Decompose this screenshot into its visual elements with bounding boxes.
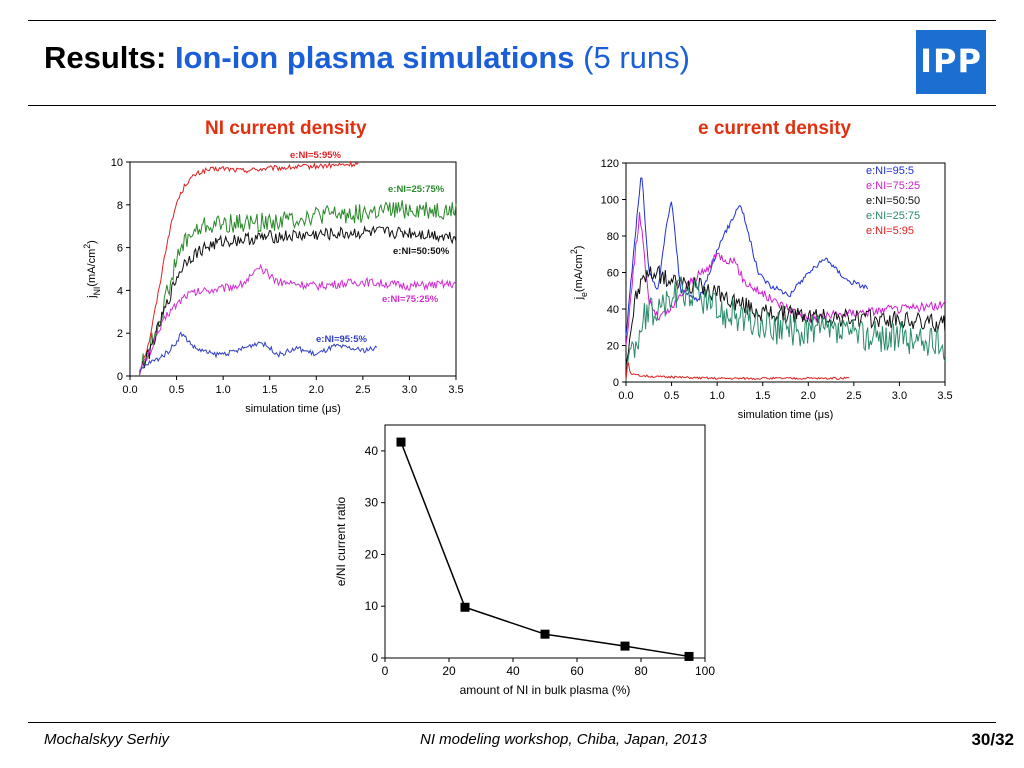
x-tick-label: 1.5 xyxy=(755,390,770,402)
series-line xyxy=(138,160,359,373)
y-tick-label: 60 xyxy=(607,268,619,280)
legend-label: e:NI=75:25 xyxy=(866,180,920,192)
y-tick-label: 30 xyxy=(365,496,379,510)
y-tick-label: 20 xyxy=(365,547,379,561)
x-tick-label: 80 xyxy=(634,664,648,678)
x-tick-label: 1.0 xyxy=(709,390,724,402)
title-main: Ion-ion plasma simulations xyxy=(174,40,575,75)
x-tick-label: 2.5 xyxy=(355,384,370,396)
top-rule xyxy=(28,20,996,21)
y-tick-label: 10 xyxy=(365,599,379,613)
plot-frame xyxy=(625,162,946,383)
footer-rule xyxy=(28,722,996,723)
footer-event: NI modeling workshop, Chiba, Japan, 2013 xyxy=(420,731,707,748)
x-tick-label: 3.0 xyxy=(402,384,417,396)
data-point xyxy=(540,629,550,639)
ipp-logo: IPP xyxy=(916,30,986,94)
slide-title: Results: Ion-ion plasma simulations (5 r… xyxy=(44,38,690,78)
legend-label: e:NI=25:75% xyxy=(388,184,445,195)
x-tick-label: 2.0 xyxy=(801,390,816,402)
y-tick-label: 2 xyxy=(117,328,123,340)
series-line xyxy=(625,264,946,366)
x-tick-label: 20 xyxy=(442,664,456,678)
y-tick-label: 4 xyxy=(117,285,123,297)
series-line xyxy=(625,276,946,382)
x-tick-label: 0 xyxy=(382,664,389,678)
x-tick-label: 2.0 xyxy=(309,384,324,396)
series-line xyxy=(625,361,850,381)
plot-frame xyxy=(129,161,457,377)
footer-author: Mochalskyy Serhiy xyxy=(44,731,170,748)
plot-frame xyxy=(384,424,706,659)
data-point xyxy=(460,602,470,612)
logo-text: IPP xyxy=(920,42,982,80)
x-axis-label: simulation time (μs) xyxy=(245,403,341,415)
legend-label: e:NI=95:5% xyxy=(316,334,368,345)
ratio-line xyxy=(400,441,690,658)
x-tick-label: 3.5 xyxy=(448,384,463,396)
legend-label: e:NI=25:75 xyxy=(866,210,920,222)
series-line xyxy=(625,212,946,346)
y-axis-label: e/NI current ratio xyxy=(334,496,348,586)
x-tick-label: 0.0 xyxy=(618,390,633,402)
legend-label: e:NI=75:25% xyxy=(382,294,439,305)
x-axis-label: simulation time (μs) xyxy=(738,409,834,421)
y-tick-label: 100 xyxy=(601,195,619,207)
x-tick-label: 0.0 xyxy=(122,384,137,396)
x-tick-label: 0.5 xyxy=(664,390,679,402)
x-axis-label: amount of NI in bulk plasma (%) xyxy=(460,683,631,697)
x-tick-label: 100 xyxy=(695,664,715,678)
y-tick-label: 80 xyxy=(607,231,619,243)
x-tick-label: 40 xyxy=(506,664,520,678)
y-tick-label: 8 xyxy=(117,200,123,212)
title-rule xyxy=(28,105,996,106)
x-tick-label: 1.5 xyxy=(262,384,277,396)
y-tick-label: 0 xyxy=(613,377,619,389)
data-point xyxy=(684,651,694,661)
series-line xyxy=(138,263,457,377)
legend-label: e:NI=5:95 xyxy=(866,225,914,237)
series-line xyxy=(138,200,457,374)
x-tick-label: 1.0 xyxy=(215,384,230,396)
series-line xyxy=(625,177,868,336)
y-tick-label: 120 xyxy=(601,158,619,170)
y-axis-label: jNI(mA/cm2) xyxy=(82,240,102,299)
y-tick-label: 10 xyxy=(111,157,123,169)
x-tick-label: 2.5 xyxy=(846,390,861,402)
x-tick-label: 60 xyxy=(570,664,584,678)
series-line xyxy=(138,225,457,377)
title-prefix: Results: xyxy=(44,40,167,75)
right-panel-title: e current density xyxy=(698,118,852,139)
y-tick-label: 40 xyxy=(365,444,379,458)
y-tick-label: 0 xyxy=(371,651,378,665)
legend-label: e:NI=5:95% xyxy=(290,150,342,161)
legend-label: e:NI=50:50% xyxy=(393,246,450,257)
x-tick-label: 0.5 xyxy=(169,384,184,396)
data-point xyxy=(396,437,406,447)
series-line xyxy=(139,331,378,371)
title-suffix: (5 runs) xyxy=(583,40,690,75)
y-axis-label: je(mA/cm2) xyxy=(569,246,589,301)
legend-label: e:NI=95:5 xyxy=(866,165,914,177)
y-tick-label: 20 xyxy=(607,341,619,353)
x-tick-label: 3.0 xyxy=(892,390,907,402)
y-tick-label: 6 xyxy=(117,243,123,255)
page-number: 30/32 xyxy=(971,730,1014,749)
left-panel-title: NI current density xyxy=(205,118,367,139)
x-tick-label: 3.5 xyxy=(937,390,952,402)
y-tick-label: 0 xyxy=(117,371,123,383)
data-point xyxy=(620,641,630,651)
y-tick-label: 40 xyxy=(607,304,619,316)
legend-label: e:NI=50:50 xyxy=(866,195,920,207)
